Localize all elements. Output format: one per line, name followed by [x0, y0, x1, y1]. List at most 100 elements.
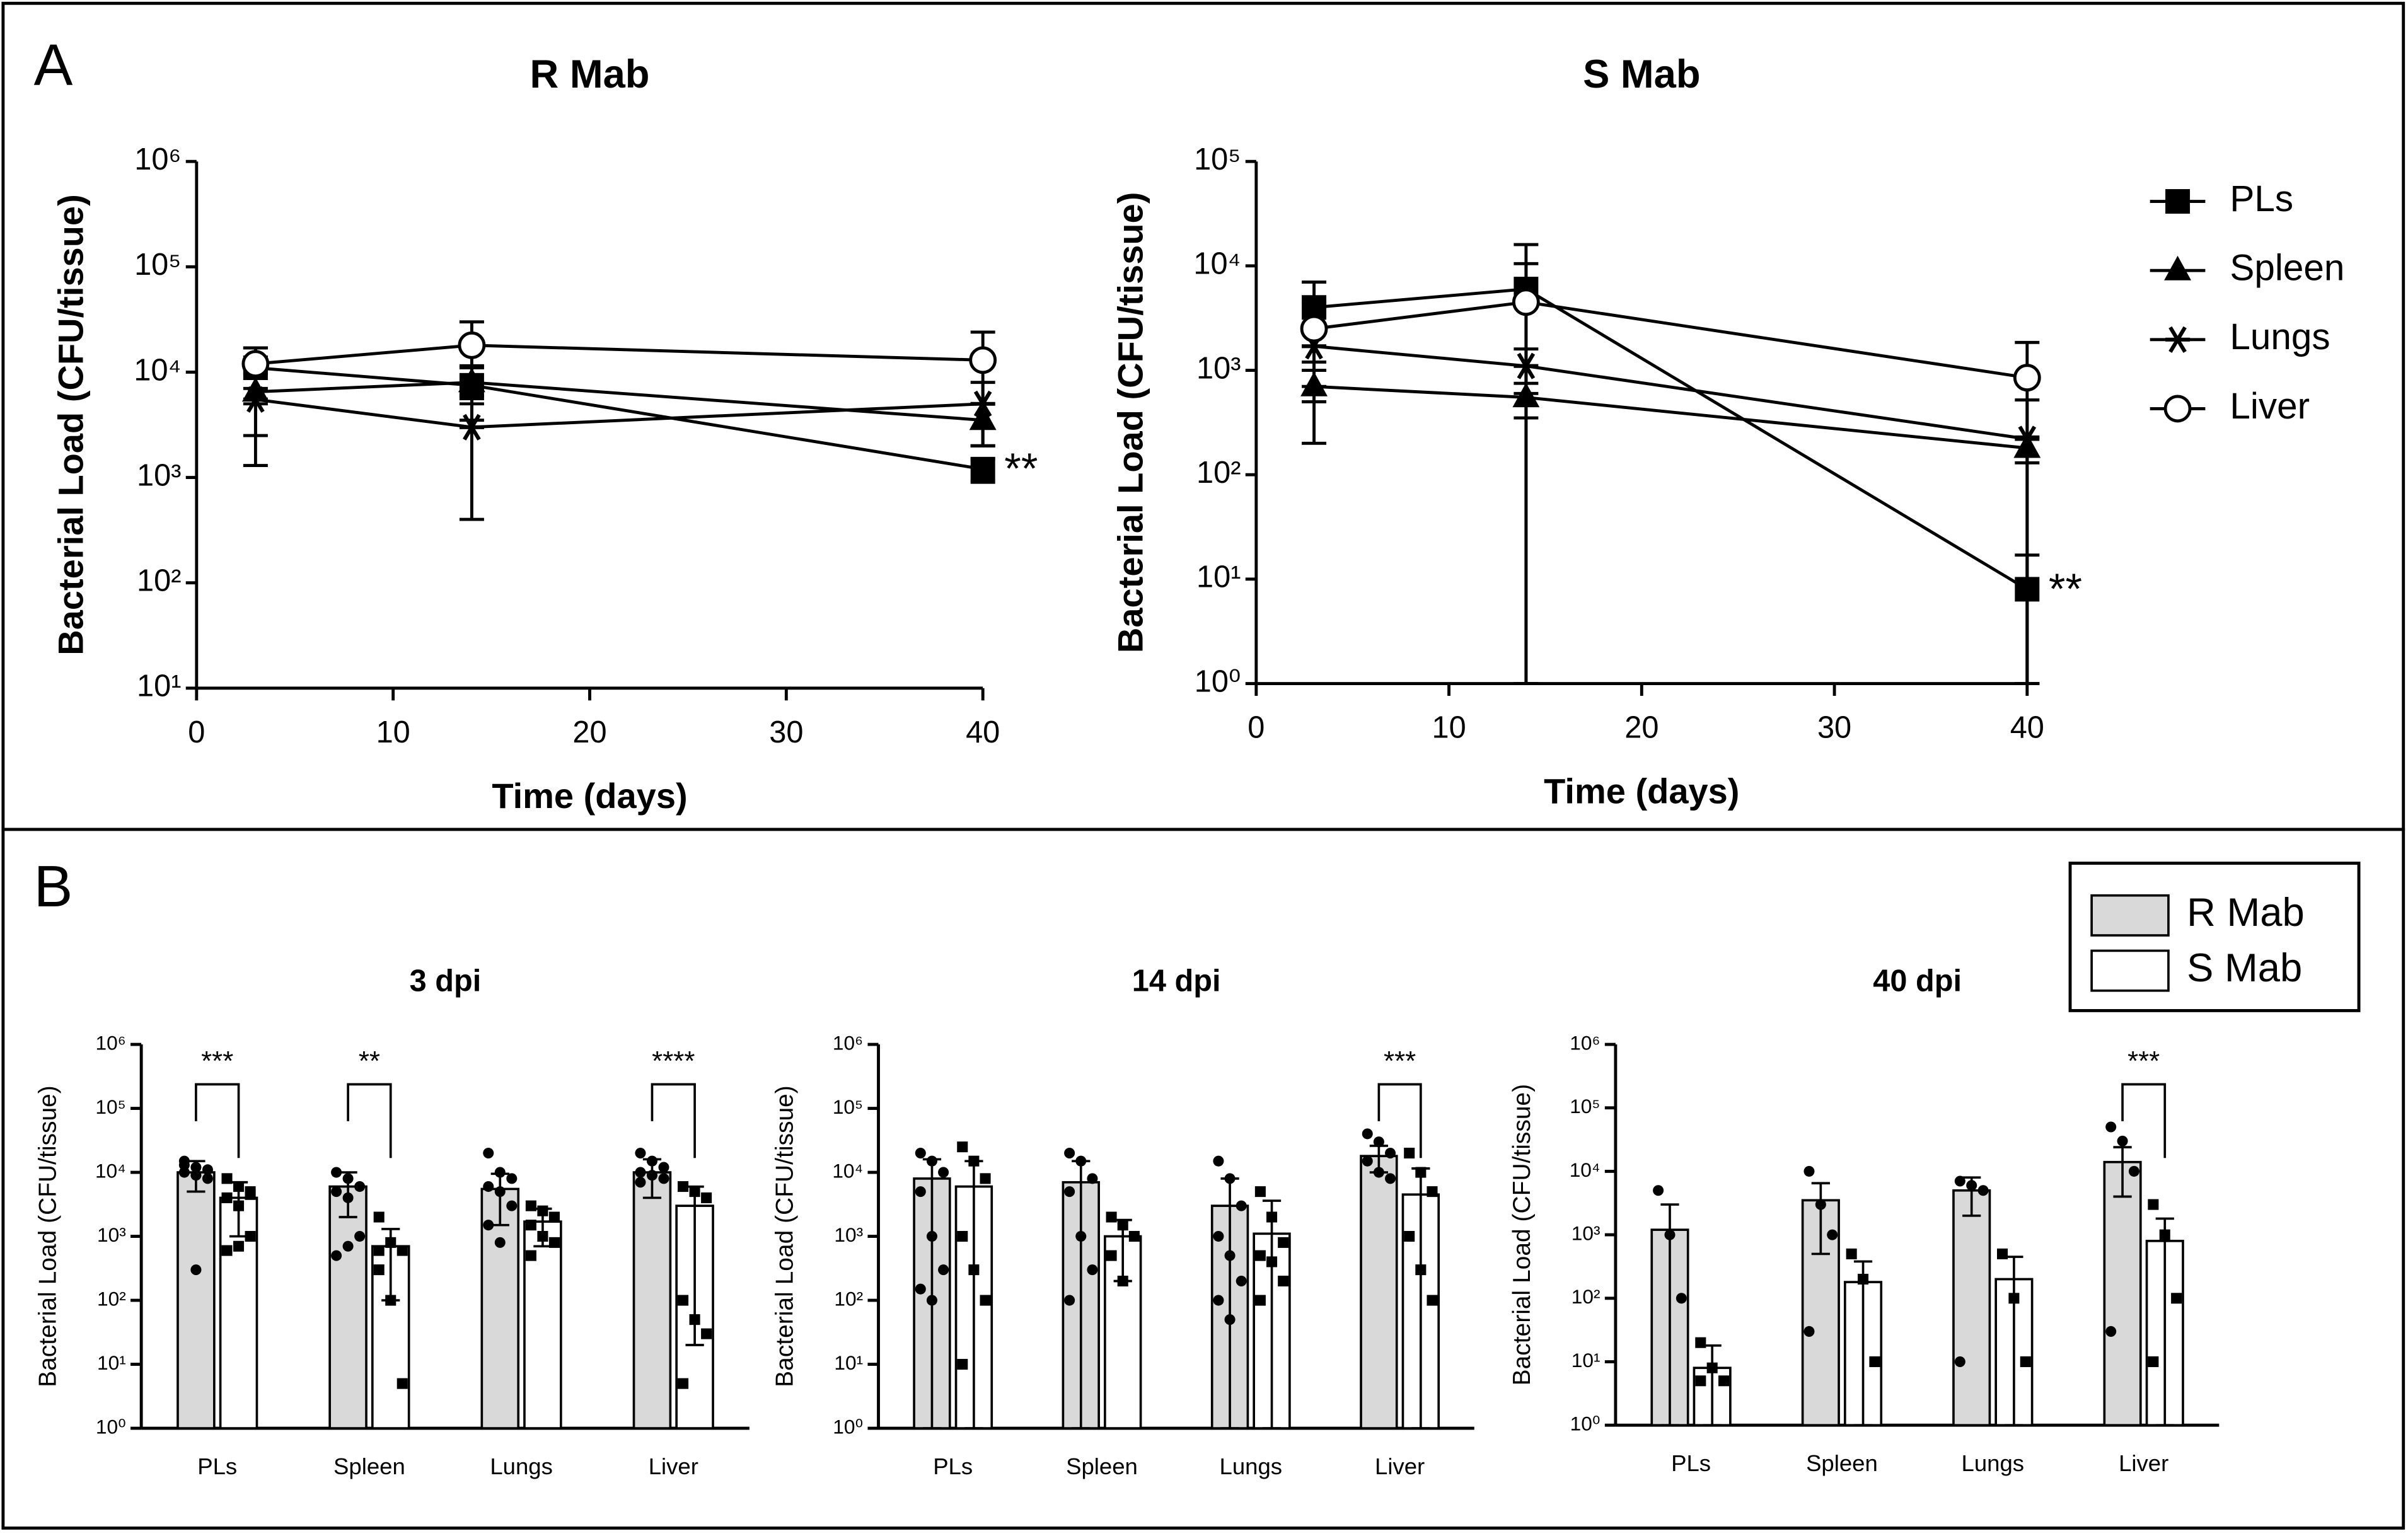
y-tick-label: 10²	[834, 1287, 863, 1310]
data-point	[678, 1181, 689, 1192]
y-tick-label: 10¹	[1572, 1349, 1601, 1371]
data-point	[938, 1264, 949, 1276]
x-axis-title: Time (days)	[492, 776, 687, 816]
y-tick-label: 10⁵	[1570, 1095, 1600, 1117]
data-point	[1718, 1375, 1730, 1387]
data-point	[646, 1155, 657, 1167]
panel-label: B	[34, 853, 73, 919]
annotation: **	[1004, 445, 1038, 493]
data-point	[980, 1173, 991, 1184]
y-tick-label: 10³	[1196, 351, 1241, 385]
data-point	[342, 1192, 354, 1203]
chart-title: 3 dpi	[410, 964, 482, 998]
bar	[1360, 1155, 1398, 1429]
data-point	[968, 1264, 980, 1276]
significance-bracket	[2121, 1083, 2167, 1158]
data-point	[483, 1181, 494, 1192]
bar	[1952, 1189, 1991, 1427]
data-point	[1427, 1295, 1438, 1306]
data-point	[658, 1173, 669, 1184]
data-point	[2159, 1229, 2170, 1240]
x-tick-label: Spleen	[1806, 1450, 1878, 1476]
data-point	[525, 1250, 536, 1261]
y-tick-label: 10¹	[97, 1351, 126, 1374]
data-point	[635, 1147, 646, 1159]
y-tick-label: 10²	[137, 564, 181, 598]
data-point	[1404, 1147, 1415, 1159]
data-point	[1213, 1155, 1224, 1167]
data-point	[2128, 1165, 2139, 1177]
y-tick-label: 10⁶	[134, 142, 181, 176]
data-point	[658, 1162, 669, 1173]
data-point	[190, 1264, 202, 1276]
data-point	[701, 1328, 712, 1339]
data-point	[537, 1231, 548, 1242]
data-point	[548, 1237, 560, 1248]
data-point	[202, 1164, 213, 1175]
data-point	[1869, 1356, 1880, 1368]
data-point	[221, 1192, 233, 1203]
data-point	[1064, 1295, 1075, 1306]
data-point	[1803, 1165, 1815, 1177]
y-tick-label: 10⁵	[1194, 142, 1241, 176]
data-point	[957, 1359, 968, 1370]
x-tick-label: 30	[1817, 710, 1851, 744]
data-point	[494, 1167, 506, 1178]
x-tick-label: Lungs	[490, 1453, 553, 1479]
data-point	[2148, 1356, 2159, 1368]
data-point	[2117, 1135, 2128, 1146]
data-point	[678, 1295, 689, 1306]
data-point	[233, 1181, 245, 1192]
data-point	[1266, 1211, 1278, 1223]
data-point	[1278, 1237, 1289, 1248]
data-point	[397, 1378, 408, 1389]
legend-label: Lungs	[2230, 316, 2330, 357]
x-tick-label: Lungs	[1962, 1450, 2025, 1476]
data-point	[1075, 1231, 1087, 1242]
y-tick-label: 10¹	[1196, 560, 1241, 594]
y-tick-label: 10²	[1196, 456, 1241, 490]
x-tick-label: 10	[1432, 710, 1466, 744]
data-point	[1815, 1199, 1826, 1210]
data-point	[689, 1186, 700, 1198]
data-point	[342, 1173, 354, 1184]
bar	[2103, 1160, 2142, 1427]
y-tick-label: 10⁴	[134, 353, 181, 387]
data-point	[202, 1173, 213, 1184]
error-bar	[2015, 340, 2040, 685]
data-point	[1695, 1375, 1706, 1387]
legend-label: S Mab	[2187, 946, 2302, 990]
significance-bracket	[195, 1083, 240, 1158]
data-point	[1977, 1185, 1989, 1196]
marker	[2165, 326, 2191, 353]
data-point	[1106, 1250, 1117, 1261]
data-point	[537, 1205, 548, 1216]
chart-title: 40 dpi	[1873, 964, 1962, 998]
data-point	[373, 1264, 385, 1276]
data-point	[1213, 1295, 1224, 1306]
data-point	[689, 1314, 700, 1325]
x-tick-label: Liver	[2119, 1450, 2168, 1476]
data-point	[1846, 1248, 1857, 1259]
data-point	[1954, 1356, 1965, 1368]
x-tick-label: PLs	[1671, 1450, 1711, 1476]
data-point	[1664, 1229, 1676, 1240]
data-point	[957, 1141, 968, 1153]
data-point	[221, 1245, 233, 1256]
x-tick-label: Liver	[1375, 1453, 1425, 1479]
error-bar	[1811, 1182, 1830, 1256]
data-point	[525, 1200, 536, 1211]
data-point	[915, 1186, 926, 1198]
y-tick-label: 10³	[1572, 1221, 1601, 1244]
chart-title: 14 dpi	[1132, 964, 1221, 998]
marker	[2163, 395, 2192, 423]
error-bar	[1262, 1199, 1282, 1429]
data-point	[245, 1189, 256, 1200]
data-point	[646, 1170, 657, 1181]
data-point	[678, 1378, 689, 1389]
significance-label: **	[359, 1046, 380, 1077]
x-tick-label: Spleen	[1066, 1453, 1138, 1479]
y-tick-label: 10¹	[137, 669, 181, 703]
bar	[177, 1171, 216, 1429]
marker	[458, 331, 486, 359]
